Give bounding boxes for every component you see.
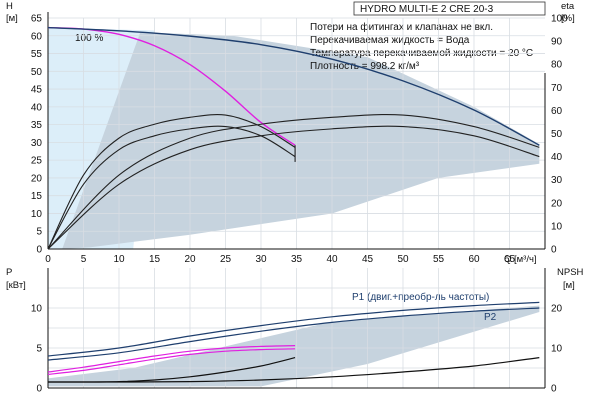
- note-2: Перекачиваемая жидкость = Вода: [310, 35, 470, 46]
- h-tick-label: 35: [31, 120, 43, 131]
- npsh-axis-unit: [м]: [563, 280, 575, 291]
- eta-tick-label: 100: [551, 14, 568, 25]
- eta-tick-label: 90: [551, 37, 563, 48]
- h-tick-label: 5: [36, 227, 42, 238]
- operating-area-top: [62, 32, 540, 249]
- npsh-axis-label: NPSH: [557, 267, 584, 278]
- legend-p1: P1 (двиг.+преобр-ль частоты): [352, 291, 489, 303]
- h-tick-label: 65: [31, 14, 43, 25]
- eta-tick-label: 10: [551, 221, 563, 232]
- h-axis-label: H: [6, 1, 13, 12]
- p-tick-label: 0: [36, 384, 42, 395]
- q-tick-label: 10: [113, 254, 125, 265]
- h-tick-label: 0: [36, 245, 42, 256]
- eta-tick-label: 80: [551, 60, 563, 71]
- h-tick-label: 55: [31, 49, 43, 60]
- q-tick-label: 40: [326, 254, 338, 265]
- eta-tick-label: 0: [551, 245, 557, 256]
- q-tick-label: 35: [291, 254, 303, 265]
- note-4: Плотность = 998.2 кг/м³: [310, 61, 420, 72]
- h-tick-label: 15: [31, 191, 43, 202]
- bottom-series-P1 (двиг.+преобр-ль частоты): [47, 301, 540, 357]
- npsh-tick-label: 10: [551, 344, 563, 355]
- q-tick-label: 5: [81, 254, 87, 265]
- annotation-100-percent: 100 %: [75, 33, 103, 44]
- h-tick-label: 40: [31, 102, 43, 113]
- p-tick-label: 5: [36, 344, 42, 355]
- h-tick-label: 60: [31, 31, 43, 42]
- eta-tick-label: 60: [551, 106, 563, 117]
- h-tick-label: 50: [31, 67, 43, 78]
- bottom-series-npsh-parallel: [47, 357, 540, 383]
- q-axis-label: Q: [504, 254, 511, 265]
- q-tick-label: 30: [255, 254, 267, 265]
- eta-axis-label: eta: [561, 1, 575, 12]
- bottom-series-P2: [47, 307, 540, 361]
- eta-tick-label: 50: [551, 129, 563, 140]
- q-tick-label: 0: [45, 254, 51, 265]
- q-tick-label: 65: [504, 254, 516, 265]
- eta-tick-label: 70: [551, 83, 563, 94]
- top-series-eta-parallel-upper: [47, 113, 540, 250]
- top-series-eta-single-lower: [47, 125, 296, 250]
- top-series-eta-parallel-lower: [47, 125, 540, 250]
- title-box: [353, 1, 546, 16]
- q-tick-label: 45: [362, 254, 374, 265]
- chart-title: HYDRO MULTI-E 2 CRE 20-3: [360, 4, 494, 15]
- q-tick-label: 15: [149, 254, 161, 265]
- bottom-series-p2-single: [47, 348, 296, 375]
- q-tick-label: 20: [184, 254, 196, 265]
- p-tick-label: 10: [31, 304, 43, 315]
- p-axis-unit: [кВт]: [6, 280, 26, 291]
- grid-layer: [47, 17, 545, 389]
- legend-p2: P2: [484, 312, 497, 323]
- h-tick-label: 20: [31, 173, 43, 184]
- p-axis-label: P: [6, 267, 12, 278]
- q-tick-label: 50: [397, 254, 409, 265]
- q-tick-label: 25: [220, 254, 232, 265]
- h-tick-label: 10: [31, 209, 43, 220]
- note-1: Потери на фитингах и клапанах не вкл.: [310, 21, 493, 33]
- bottom-series-p1-single: [47, 345, 296, 373]
- eta-axis-unit: [%]: [561, 13, 575, 24]
- eta-tick-label: 20: [551, 198, 563, 209]
- eta-tick-label: 40: [551, 152, 563, 163]
- eta-tick-label: 30: [551, 175, 563, 186]
- h-tick-label: 45: [31, 85, 43, 96]
- h-tick-label: 25: [31, 156, 43, 167]
- h-tick-label: 30: [31, 138, 43, 149]
- h-axis-unit: [м]: [6, 13, 18, 24]
- q-tick-label: 60: [468, 254, 480, 265]
- q-tick-label: 55: [433, 254, 445, 265]
- top-series-head-max-parallel: [47, 26, 540, 146]
- q-axis-unit: [м³/ч]: [514, 254, 537, 265]
- npsh-tick-label: 0: [551, 384, 557, 395]
- npsh-tick-label: 20: [551, 304, 563, 315]
